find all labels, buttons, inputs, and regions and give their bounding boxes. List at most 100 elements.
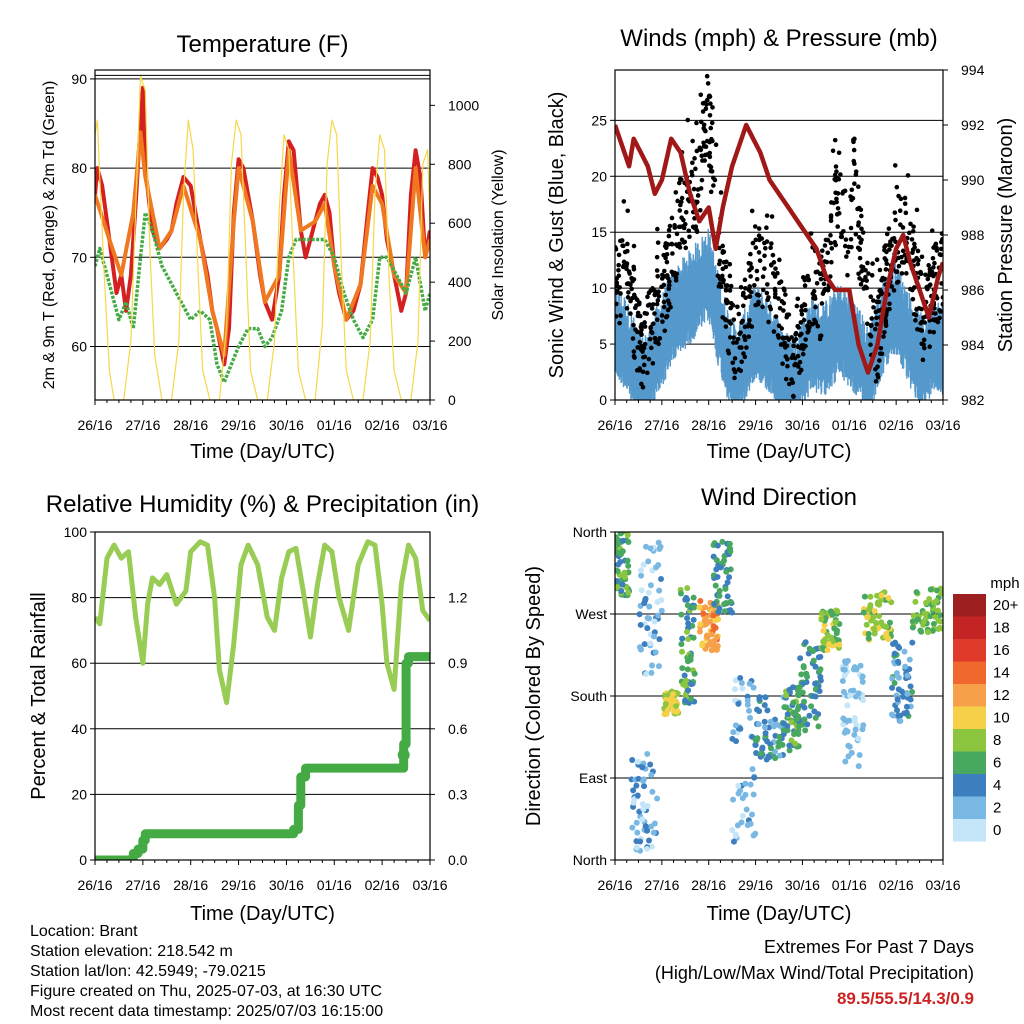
- gust-point: [874, 315, 879, 321]
- gust-point: [666, 286, 672, 292]
- direction-point: [762, 730, 769, 737]
- gust-point: [711, 183, 716, 188]
- gust-point: [939, 231, 943, 236]
- direction-point: [618, 587, 625, 594]
- gust-point: [803, 337, 808, 342]
- gust-point: [689, 169, 694, 175]
- direction-point: [691, 604, 698, 611]
- gust-point: [753, 302, 758, 308]
- direction-point: [696, 628, 703, 635]
- x-tick-label: 27/16: [644, 417, 679, 433]
- chart-title: Temperature (F): [176, 31, 348, 58]
- direction-point: [851, 718, 858, 725]
- x-tick-label: 27/16: [644, 877, 679, 893]
- colorbar-swatch: [953, 661, 986, 684]
- direction-point: [780, 727, 787, 734]
- gust-point: [922, 320, 927, 325]
- direction-point: [864, 614, 871, 621]
- direction-point: [747, 781, 754, 788]
- gust-point: [655, 273, 661, 279]
- direction-point: [650, 829, 657, 836]
- x-axis-title: Time (Day/UTC): [190, 441, 335, 463]
- gust-point: [846, 244, 852, 250]
- gust-point: [887, 301, 892, 307]
- gust-point: [927, 329, 933, 335]
- gust-point: [641, 362, 647, 368]
- gust-point: [739, 345, 744, 350]
- x-tick-label: 26/16: [77, 417, 112, 433]
- direction-point: [936, 612, 943, 619]
- direction-point: [855, 763, 862, 770]
- direction-point: [742, 780, 749, 787]
- gust-point: [921, 315, 926, 320]
- direction-point: [655, 539, 662, 546]
- gust-point: [799, 311, 805, 317]
- direction-point: [802, 727, 809, 734]
- gust-point: [848, 225, 854, 231]
- direction-point: [801, 698, 808, 705]
- gust-point: [776, 335, 781, 340]
- gust-point: [747, 284, 752, 289]
- direction-point: [643, 671, 650, 678]
- gust-point: [654, 268, 660, 273]
- gust-point: [927, 344, 933, 350]
- gust-point: [853, 169, 859, 174]
- direction-point: [847, 688, 854, 695]
- y-tick-label: 5: [599, 336, 607, 352]
- gust-point: [661, 252, 667, 258]
- direction-point: [697, 598, 704, 605]
- gust-point: [617, 285, 622, 290]
- temperature-series: [95, 75, 430, 400]
- direction-point: [684, 585, 691, 592]
- gust-point: [835, 224, 841, 229]
- gust-point: [832, 137, 838, 143]
- gust-point: [930, 256, 936, 261]
- gust-point: [801, 343, 806, 348]
- gust-point: [785, 363, 790, 369]
- gust-point: [882, 329, 887, 335]
- direction-point: [818, 610, 825, 617]
- gust-point: [828, 233, 833, 238]
- gust-point: [829, 200, 834, 205]
- gust-point: [821, 281, 827, 287]
- direction-point: [648, 771, 655, 778]
- gust-point: [779, 326, 784, 331]
- gust-point: [802, 277, 808, 283]
- direction-point: [842, 758, 849, 765]
- direction-point: [690, 634, 697, 641]
- direction-point: [713, 557, 720, 564]
- direction-series: [615, 532, 943, 854]
- gust-point: [849, 187, 855, 193]
- gust-point: [775, 270, 780, 276]
- gust-point: [919, 254, 925, 260]
- gust-point: [747, 317, 752, 323]
- gust-point: [756, 293, 762, 298]
- gust-point: [766, 319, 771, 325]
- direction-point: [913, 589, 920, 596]
- gust-point: [908, 286, 913, 292]
- direction-point: [727, 548, 734, 555]
- direction-point: [871, 630, 878, 637]
- gust-point: [639, 327, 644, 333]
- y2-tick-label: 0.3: [448, 786, 468, 802]
- gust-point: [790, 352, 796, 358]
- gust-point: [765, 282, 770, 287]
- gust-point: [877, 351, 883, 357]
- direction-point: [726, 574, 733, 581]
- gust-point: [781, 308, 786, 313]
- direction-point: [829, 611, 836, 618]
- gust-point: [625, 241, 630, 247]
- y-tick-label: 20: [591, 168, 607, 184]
- gust-point: [655, 240, 661, 245]
- direction-point: [903, 703, 910, 710]
- colorbar-swatch: [953, 796, 986, 819]
- direction-point: [766, 754, 773, 761]
- gust-point: [806, 277, 811, 283]
- direction-point: [883, 633, 890, 640]
- direction-point: [644, 750, 651, 757]
- direction-point: [895, 643, 902, 650]
- gust-point: [875, 374, 881, 380]
- station-info: Location: Brant Station elevation: 218.5…: [30, 922, 383, 1022]
- x-tick-label: 28/16: [173, 877, 208, 893]
- direction-point: [678, 611, 685, 618]
